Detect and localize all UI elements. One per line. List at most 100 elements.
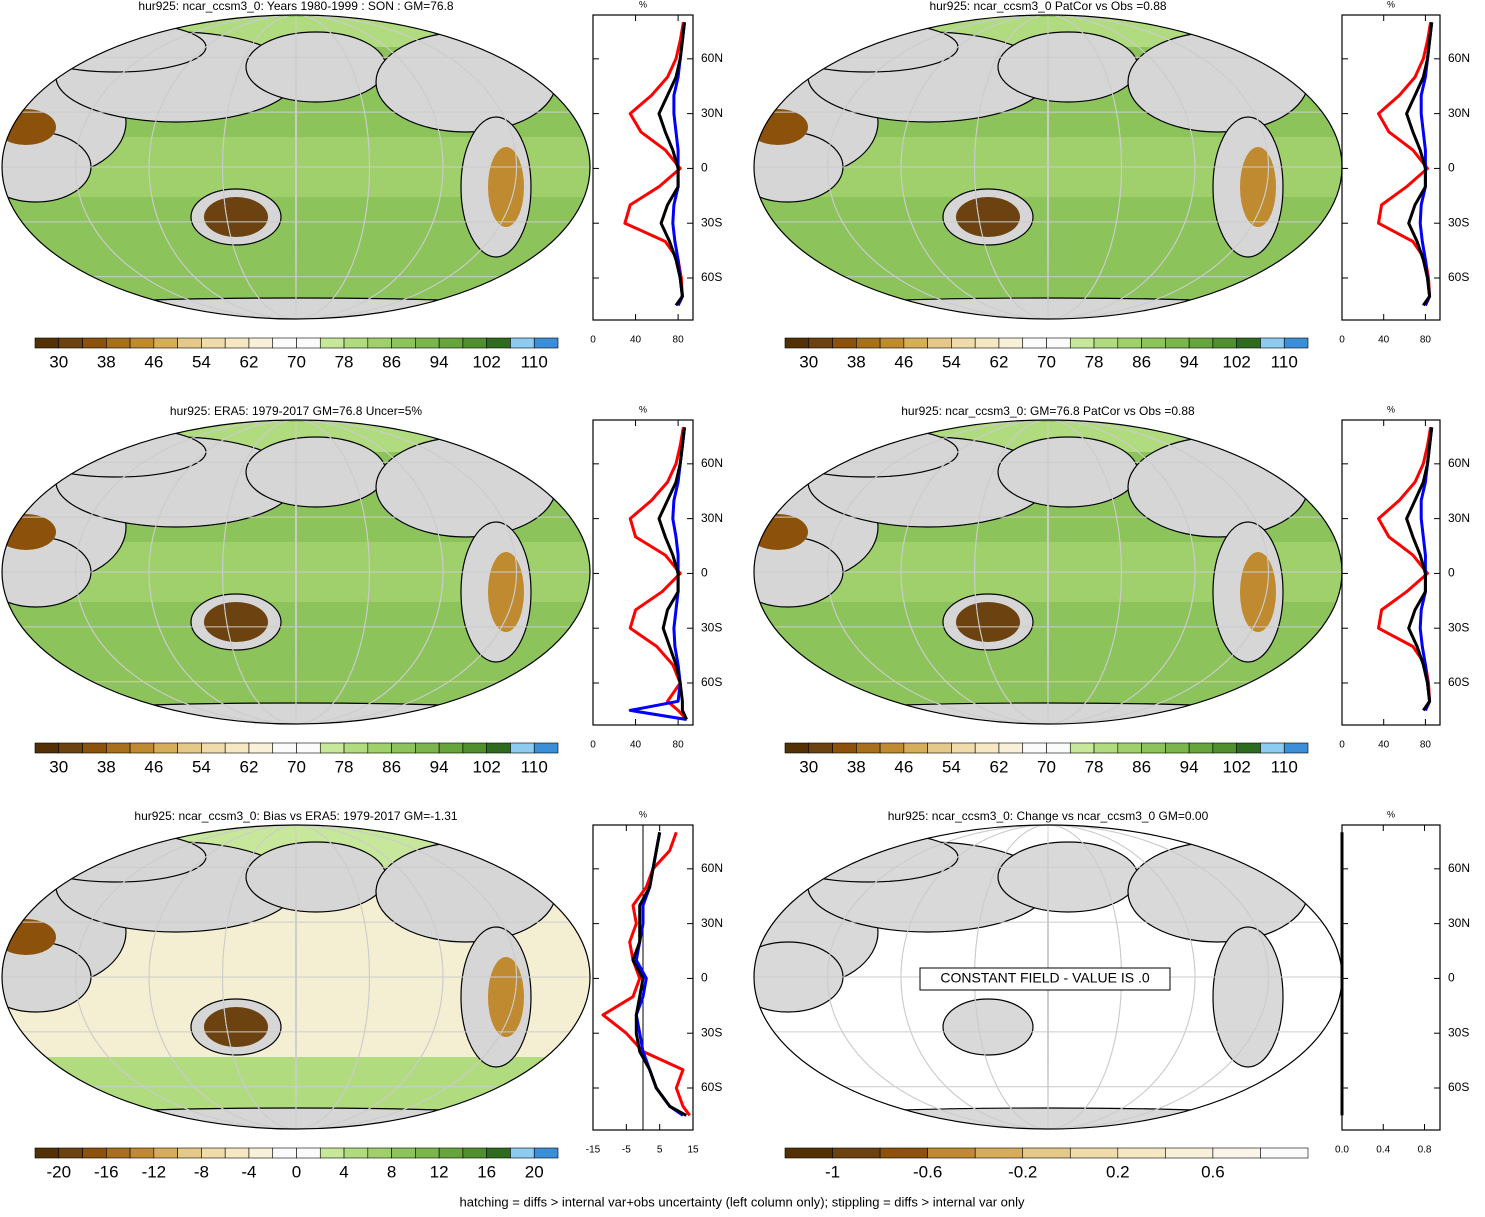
colorbar-box xyxy=(1117,1147,1166,1159)
colorbar-box xyxy=(224,337,250,349)
colorbar-box xyxy=(832,337,857,349)
colorbar-box xyxy=(486,1147,511,1159)
meridian xyxy=(900,420,1196,724)
land xyxy=(1127,436,1309,538)
colorbar-box xyxy=(533,337,559,349)
colorbar-box xyxy=(391,742,416,754)
colorbar-box xyxy=(1212,742,1237,754)
colorbar-box xyxy=(784,337,810,349)
colorbar-box xyxy=(1022,742,1047,754)
y-tick-label: 0 xyxy=(701,971,708,985)
y-tick-label: 60S xyxy=(701,270,722,284)
land xyxy=(997,841,1139,913)
meridian xyxy=(222,15,370,319)
dry-region xyxy=(204,197,268,237)
land xyxy=(942,998,1034,1056)
colorbar-box xyxy=(533,1147,559,1159)
x-tick-label: 0 xyxy=(1339,335,1345,346)
profile-frame xyxy=(1341,14,1441,321)
colorbar-box xyxy=(438,337,464,349)
colorbar-label: 38 xyxy=(97,757,116,776)
colorbar-label: 38 xyxy=(97,352,116,371)
map-border xyxy=(1,824,591,1130)
colorbar-label: 46 xyxy=(144,757,163,776)
land xyxy=(245,436,387,508)
colorbar-box xyxy=(367,337,392,349)
dry-region xyxy=(1240,552,1276,632)
y-tick-label: 60N xyxy=(1448,456,1470,470)
colorbar-label: 62 xyxy=(239,757,258,776)
colorbar-box xyxy=(462,337,487,349)
colorbar-label: 102 xyxy=(1222,757,1250,776)
panel-title: hur925: ncar_ccsm3_0: GM=76.8 PatCor vs … xyxy=(901,404,1195,418)
colorbar-box xyxy=(533,742,559,754)
colorbar-box xyxy=(82,742,107,754)
colorbar-box xyxy=(486,742,511,754)
map xyxy=(753,14,1343,320)
colorbar-box xyxy=(177,337,202,349)
colorbar-box xyxy=(343,1147,369,1159)
x-tick-label: 80 xyxy=(673,335,685,346)
colorbar-box xyxy=(808,337,833,349)
colorbar-box xyxy=(34,337,60,349)
colorbar-label: 46 xyxy=(894,757,913,776)
land xyxy=(997,31,1139,103)
colorbar-box xyxy=(1260,1147,1309,1159)
colorbar-box xyxy=(1188,742,1214,754)
colorbar-label: 16 xyxy=(477,1162,496,1181)
colorbar-box xyxy=(974,337,1000,349)
meridian xyxy=(75,15,517,319)
colorbar-label: 62 xyxy=(989,352,1008,371)
colorbar-box xyxy=(1260,742,1285,754)
colorbar-box xyxy=(58,337,83,349)
colorbar-box xyxy=(462,742,487,754)
colorbar-box xyxy=(1069,1147,1119,1159)
colorbar-label: -8 xyxy=(194,1162,209,1181)
colorbar-box xyxy=(951,337,976,349)
land xyxy=(1127,841,1309,943)
colorbar-box xyxy=(58,742,83,754)
colorbar-box xyxy=(856,742,881,754)
y-tick-label: 30S xyxy=(701,1025,722,1039)
y-tick-label: 60N xyxy=(701,51,723,65)
y-tick-label: 0 xyxy=(701,566,708,580)
y-tick-label: 0 xyxy=(1448,971,1455,985)
meridian xyxy=(148,825,444,1129)
map-content xyxy=(2,825,590,1129)
panel-title: hur925: ncar_ccsm3_0: Bias vs ERA5: 1979… xyxy=(134,809,458,823)
footer-note: hatching = diffs > internal var+obs unce… xyxy=(460,1194,1025,1209)
panel-title: hur925: ncar_ccsm3_0: Change vs ncar_ccs… xyxy=(888,809,1209,823)
x-tick-label: 40 xyxy=(630,740,642,751)
y-tick-label: 60S xyxy=(701,1080,722,1094)
meridian xyxy=(974,15,1122,319)
colorbar-box xyxy=(106,742,131,754)
meridian xyxy=(974,420,1122,724)
colorbar-box xyxy=(1141,337,1166,349)
colorbar-box xyxy=(438,742,464,754)
colorbar-box xyxy=(1236,742,1261,754)
colorbar-box xyxy=(106,337,131,349)
y-tick-label: 30N xyxy=(1448,511,1470,525)
colorbar-box xyxy=(201,1147,226,1159)
dry-region xyxy=(488,552,524,632)
colorbar-box xyxy=(129,337,155,349)
dry-region xyxy=(956,602,1020,642)
dry-region xyxy=(488,957,524,1037)
meridian xyxy=(222,420,370,724)
profile-line xyxy=(628,427,688,721)
meridian xyxy=(295,420,297,724)
colorbar-box xyxy=(462,1147,487,1159)
meridian xyxy=(148,420,444,724)
colorbar-box xyxy=(153,742,178,754)
colorbar-box xyxy=(879,1147,928,1159)
dry-region xyxy=(204,1007,268,1047)
colorbar-box xyxy=(415,742,440,754)
meridian xyxy=(1047,420,1049,724)
colorbar-label: 102 xyxy=(1222,352,1250,371)
colorbar-label: 46 xyxy=(144,352,163,371)
meridian xyxy=(900,825,1196,1129)
x-tick-label: -15 xyxy=(586,1145,601,1156)
y-tick-label: 30N xyxy=(701,106,723,120)
colorbar-box xyxy=(1069,742,1095,754)
land xyxy=(245,841,387,913)
